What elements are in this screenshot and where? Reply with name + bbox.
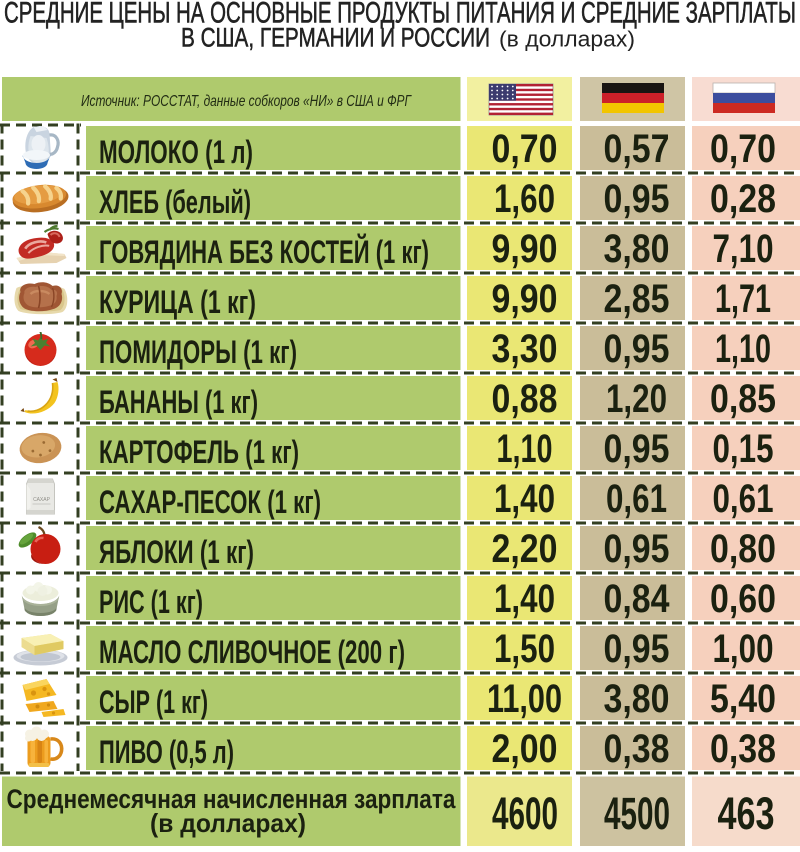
svg-text:МАСЛО СЛИВОЧНОЕ (200 г): МАСЛО СЛИВОЧНОЕ (200 г) [99, 634, 405, 670]
svg-text:МОЛОКО (1 л): МОЛОКО (1 л) [99, 134, 253, 170]
svg-text:0,95: 0,95 [604, 327, 670, 371]
svg-text:11,00: 11,00 [487, 677, 562, 721]
svg-text:В США, ГЕРМАНИИ И РОССИИ: В США, ГЕРМАНИИ И РОССИИ [181, 23, 490, 53]
svg-text:0,85: 0,85 [710, 377, 776, 421]
svg-text:РИС (1 кг): РИС (1 кг) [99, 584, 203, 620]
svg-text:4600: 4600 [492, 788, 558, 839]
svg-text:1,10: 1,10 [715, 327, 771, 371]
svg-text:1,40: 1,40 [494, 577, 555, 621]
svg-text:0,95: 0,95 [604, 627, 670, 671]
svg-text:1,10: 1,10 [497, 427, 553, 471]
svg-text:КУРИЦА (1 кг): КУРИЦА (1 кг) [99, 284, 256, 320]
svg-text:0,28: 0,28 [710, 177, 776, 221]
svg-text:0,38: 0,38 [604, 727, 670, 771]
svg-text:2,85: 2,85 [604, 277, 670, 321]
svg-text:Среднемесячная начисленная зар: Среднемесячная начисленная зарплата [7, 784, 457, 814]
svg-text:1,60: 1,60 [494, 177, 555, 221]
svg-text:5,40: 5,40 [710, 677, 776, 721]
svg-text:1,50: 1,50 [494, 627, 555, 671]
svg-text:ПИВО (0,5 л): ПИВО (0,5 л) [99, 734, 234, 770]
svg-text:ГОВЯДИНА БЕЗ КОСТЕЙ (1 кг): ГОВЯДИНА БЕЗ КОСТЕЙ (1 кг) [99, 234, 429, 270]
svg-text:1,00: 1,00 [713, 627, 774, 671]
svg-text:СЫР (1 кг): СЫР (1 кг) [99, 684, 208, 720]
svg-text:0,61: 0,61 [606, 477, 667, 521]
svg-text:2,00: 2,00 [492, 727, 558, 771]
svg-text:0,15: 0,15 [713, 427, 774, 471]
svg-text:3,80: 3,80 [604, 227, 670, 271]
svg-text:9,90: 9,90 [492, 277, 558, 321]
svg-text:3,30: 3,30 [492, 327, 558, 371]
svg-text:0,70: 0,70 [492, 127, 558, 171]
svg-text:3,80: 3,80 [604, 677, 670, 721]
svg-text:0,84: 0,84 [604, 577, 671, 621]
svg-text:0,95: 0,95 [604, 527, 670, 571]
svg-text:ХЛЕБ (белый): ХЛЕБ (белый) [99, 184, 251, 220]
svg-text:4500: 4500 [604, 788, 670, 839]
svg-text:0,61: 0,61 [713, 477, 774, 521]
svg-text:Источник: РОССТАТ, данные собк: Источник: РОССТАТ, данные собкоров «НИ» … [81, 93, 412, 110]
svg-text:0,60: 0,60 [710, 577, 776, 621]
svg-text:ЯБЛОКИ (1 кг): ЯБЛОКИ (1 кг) [99, 534, 254, 570]
svg-text:1,71: 1,71 [715, 277, 771, 321]
svg-text:2,20: 2,20 [492, 527, 558, 571]
svg-text:0,88: 0,88 [492, 377, 558, 421]
svg-text:0,70: 0,70 [710, 127, 776, 171]
svg-text:(в долларах): (в долларах) [150, 808, 306, 838]
svg-text:7,10: 7,10 [713, 227, 774, 271]
svg-text:0,95: 0,95 [604, 427, 670, 471]
svg-text:9,90: 9,90 [492, 227, 558, 271]
svg-text:1,40: 1,40 [494, 477, 555, 521]
svg-text:БАНАНЫ (1 кг): БАНАНЫ (1 кг) [99, 384, 258, 420]
svg-text:0,80: 0,80 [710, 527, 776, 571]
svg-text:0,57: 0,57 [604, 127, 670, 171]
svg-text:1,20: 1,20 [606, 377, 667, 421]
svg-text:СРЕДНИЕ ЦЕНЫ НА ОСНОВНЫЕ ПРОДУ: СРЕДНИЕ ЦЕНЫ НА ОСНОВНЫЕ ПРОДУКТЫ ПИТАНИ… [4, 0, 796, 30]
svg-text:ПОМИДОРЫ (1 кг): ПОМИДОРЫ (1 кг) [99, 334, 297, 370]
svg-text:САХАР-ПЕСОК (1 кг): САХАР-ПЕСОК (1 кг) [99, 484, 321, 520]
svg-text:463: 463 [718, 788, 775, 839]
svg-text:0,95: 0,95 [604, 177, 670, 221]
svg-text:(в долларах): (в долларах) [499, 27, 635, 52]
svg-text:КАРТОФЕЛЬ (1 кг): КАРТОФЕЛЬ (1 кг) [99, 434, 299, 470]
svg-text:0,38: 0,38 [710, 727, 776, 771]
svg-text:САХАР: САХАР [33, 497, 51, 503]
